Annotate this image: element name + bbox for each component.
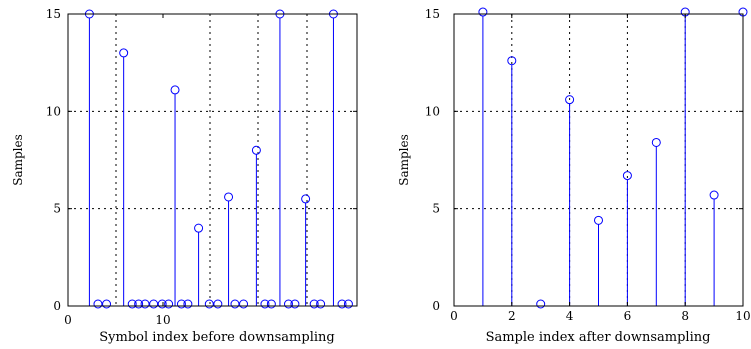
stem-marker	[119, 48, 129, 58]
stem-marker	[709, 190, 719, 200]
tick-labels: 0 5 10 15 0 2 4 6 8 10	[425, 7, 751, 323]
stem-marker	[651, 137, 661, 147]
stem-marker	[507, 56, 517, 66]
stem-marker	[127, 299, 137, 309]
stem-marker	[239, 299, 249, 309]
stem-marker	[183, 299, 193, 309]
stem-marker	[290, 299, 300, 309]
x-tick-label: 0	[450, 309, 458, 323]
x-tick-label: 6	[624, 309, 632, 323]
x-tick-label: 4	[566, 309, 574, 323]
stem-series	[84, 9, 353, 309]
stem-marker	[230, 299, 240, 309]
stem-marker	[478, 7, 488, 17]
chart-panel-before-downsampling: 0 5 10 15 0 10 Symbol index before downsampli…	[11, 7, 358, 345]
stem-marker	[224, 192, 234, 202]
x-tick-label: 0	[64, 313, 72, 327]
y-tick-label: 0	[432, 299, 440, 313]
stem-marker	[149, 299, 159, 309]
stem-marker	[102, 299, 112, 309]
stem-marker	[309, 299, 319, 309]
stem-marker	[93, 299, 103, 309]
y-tick-label: 5	[53, 202, 61, 216]
x-tick-label: 2	[508, 309, 516, 323]
chart-panel-after-downsampling: 0 5 10 15 0 2 4 6 8 10 Sample index after downsam…	[397, 7, 751, 345]
stem-marker	[176, 299, 186, 309]
stem-marker	[134, 299, 144, 309]
x-tick-label: 10	[735, 309, 750, 323]
y-axis-label: Samples	[397, 134, 411, 186]
stem-marker	[337, 299, 347, 309]
stem-marker	[283, 299, 293, 309]
y-tick-label: 15	[46, 7, 61, 21]
stem-marker	[622, 171, 632, 181]
x-tick-label: 8	[681, 309, 689, 323]
plot-frame	[453, 13, 744, 307]
stem-marker	[157, 299, 167, 309]
stem-marker	[204, 299, 214, 309]
x-axis-label: Sample index after downsampling	[486, 330, 711, 345]
stem-marker	[536, 299, 546, 309]
stem-marker	[251, 145, 261, 155]
y-tick-label: 5	[432, 202, 440, 216]
stem-marker	[316, 299, 326, 309]
stem-marker	[213, 299, 223, 309]
stem-marker	[266, 299, 276, 309]
y-axis-label: Samples	[11, 134, 25, 186]
stem-series	[478, 7, 748, 309]
y-tick-label: 0	[53, 299, 61, 313]
plot-frame	[67, 13, 358, 307]
x-axis-label: Symbol index before downsampling	[99, 330, 334, 345]
y-tick-label: 10	[425, 104, 440, 118]
y-tick-label: 10	[46, 104, 61, 118]
stem-marker	[565, 95, 575, 105]
stem-marker	[140, 299, 150, 309]
stem-marker	[164, 299, 174, 309]
y-tick-label: 15	[425, 7, 440, 21]
x-tick-label: 10	[155, 313, 170, 327]
tick-labels: 0 5 10 15 0 10	[46, 7, 357, 327]
stem-marker	[301, 194, 311, 204]
stem-marker	[194, 223, 204, 233]
stem-marker	[170, 85, 180, 95]
stem-marker	[343, 299, 353, 309]
stem-marker	[260, 299, 270, 309]
grid-lines	[68, 14, 357, 306]
stem-marker	[594, 215, 603, 225]
